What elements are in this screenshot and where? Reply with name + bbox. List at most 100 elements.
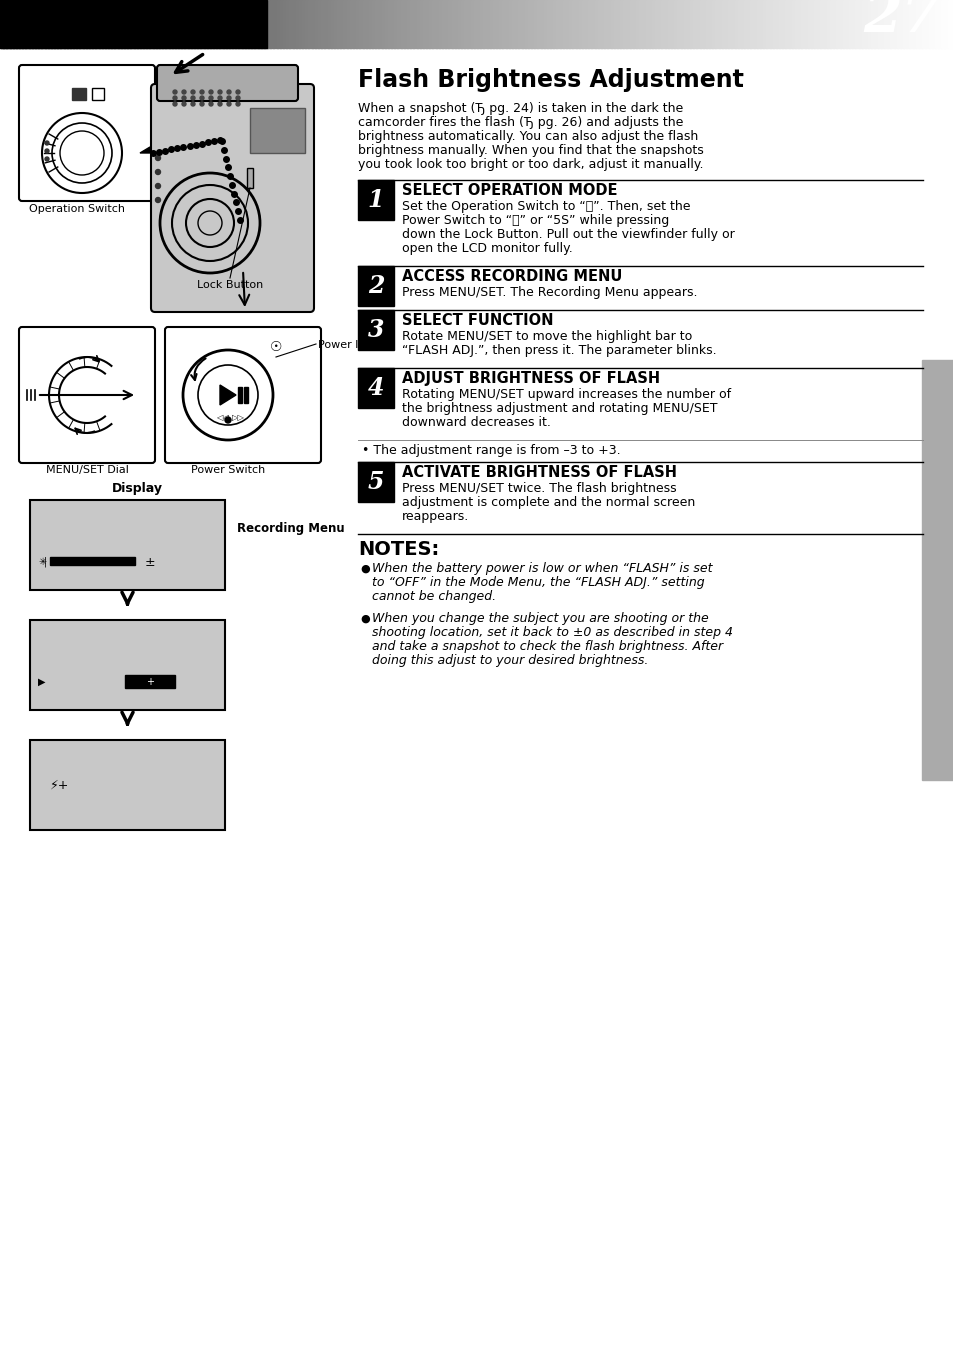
Bar xyxy=(89,0,93,47)
Bar xyxy=(858,0,862,47)
Text: brightness manually. When you find that the snapshots: brightness manually. When you find that … xyxy=(357,144,703,157)
Text: Rotate MENU/SET to move the highlight bar to: Rotate MENU/SET to move the highlight ba… xyxy=(401,331,692,343)
Bar xyxy=(381,0,385,47)
Bar xyxy=(565,0,570,47)
Bar xyxy=(216,0,220,47)
Text: ◁◁: ◁◁ xyxy=(216,413,230,421)
Bar xyxy=(562,0,566,47)
Bar xyxy=(91,88,104,100)
Bar xyxy=(79,0,84,47)
Bar xyxy=(629,0,633,47)
Circle shape xyxy=(218,89,222,93)
Bar xyxy=(832,0,837,47)
Text: you took look too bright or too dark, adjust it manually.: you took look too bright or too dark, ad… xyxy=(357,159,702,171)
Bar xyxy=(915,0,919,47)
Text: MENU/SET Dial: MENU/SET Dial xyxy=(46,465,129,476)
Bar xyxy=(845,0,849,47)
Bar xyxy=(851,0,856,47)
Circle shape xyxy=(200,89,204,93)
Text: Recording Menu: Recording Menu xyxy=(236,522,344,535)
Bar xyxy=(16,0,20,47)
Bar xyxy=(598,0,601,47)
Bar xyxy=(807,0,811,47)
Bar xyxy=(254,0,258,47)
Bar xyxy=(92,0,96,47)
Text: camcorder fires the flash (Ђ pg. 26) and adjusts the: camcorder fires the flash (Ђ pg. 26) and… xyxy=(357,117,682,129)
Bar xyxy=(133,0,137,47)
Bar xyxy=(781,0,785,47)
Bar xyxy=(543,0,547,47)
Bar xyxy=(476,0,480,47)
Bar xyxy=(794,0,799,47)
Bar xyxy=(508,0,513,47)
Bar xyxy=(169,0,172,47)
Bar xyxy=(534,0,537,47)
Bar xyxy=(639,0,642,47)
Bar xyxy=(715,0,719,47)
Bar xyxy=(864,0,868,47)
Bar xyxy=(801,0,804,47)
Circle shape xyxy=(218,102,222,106)
Bar xyxy=(921,360,953,780)
Bar xyxy=(302,0,306,47)
Bar xyxy=(861,0,865,47)
Bar xyxy=(746,0,751,47)
Bar xyxy=(457,0,461,47)
Text: ±: ± xyxy=(145,556,155,569)
Bar xyxy=(822,0,827,47)
Bar xyxy=(298,0,303,47)
Bar xyxy=(848,0,852,47)
Bar xyxy=(645,0,649,47)
Bar xyxy=(357,310,394,350)
Bar xyxy=(98,0,103,47)
Bar xyxy=(727,0,732,47)
Bar xyxy=(152,0,156,47)
Bar xyxy=(22,0,27,47)
Bar xyxy=(293,0,296,47)
Bar xyxy=(724,0,728,47)
Bar xyxy=(407,0,411,47)
Bar xyxy=(267,0,271,47)
Text: 27: 27 xyxy=(862,0,940,43)
Bar xyxy=(283,0,287,47)
Bar xyxy=(219,0,223,47)
Bar xyxy=(257,0,261,47)
Bar xyxy=(394,0,398,47)
Bar xyxy=(422,0,427,47)
Bar xyxy=(50,557,135,565)
Bar xyxy=(48,0,51,47)
Bar xyxy=(30,740,225,831)
Bar xyxy=(279,0,284,47)
Bar xyxy=(38,0,42,47)
Text: ▶: ▶ xyxy=(38,678,46,687)
Text: Rotating MENU/SET upward increases the number of: Rotating MENU/SET upward increases the n… xyxy=(401,388,730,401)
Bar xyxy=(232,0,236,47)
Bar xyxy=(931,0,935,47)
Bar xyxy=(260,0,265,47)
Bar xyxy=(30,621,225,710)
Bar xyxy=(429,0,433,47)
FancyBboxPatch shape xyxy=(157,65,297,102)
Bar xyxy=(470,0,475,47)
Bar xyxy=(7,0,10,47)
Bar xyxy=(70,0,74,47)
Bar xyxy=(927,0,932,47)
Bar xyxy=(515,0,518,47)
Bar xyxy=(734,0,738,47)
Bar xyxy=(165,0,170,47)
Bar xyxy=(699,0,703,47)
Bar xyxy=(474,0,477,47)
Text: Flash Brightness Adjustment: Flash Brightness Adjustment xyxy=(357,68,743,92)
Bar xyxy=(191,0,194,47)
Bar xyxy=(855,0,859,47)
Bar xyxy=(286,0,290,47)
Bar xyxy=(159,0,163,47)
Bar xyxy=(60,0,65,47)
Bar xyxy=(343,0,347,47)
Circle shape xyxy=(172,102,177,106)
Bar xyxy=(375,0,379,47)
Bar xyxy=(45,0,49,47)
Bar xyxy=(51,0,55,47)
Bar xyxy=(893,0,897,47)
Bar xyxy=(517,0,522,47)
